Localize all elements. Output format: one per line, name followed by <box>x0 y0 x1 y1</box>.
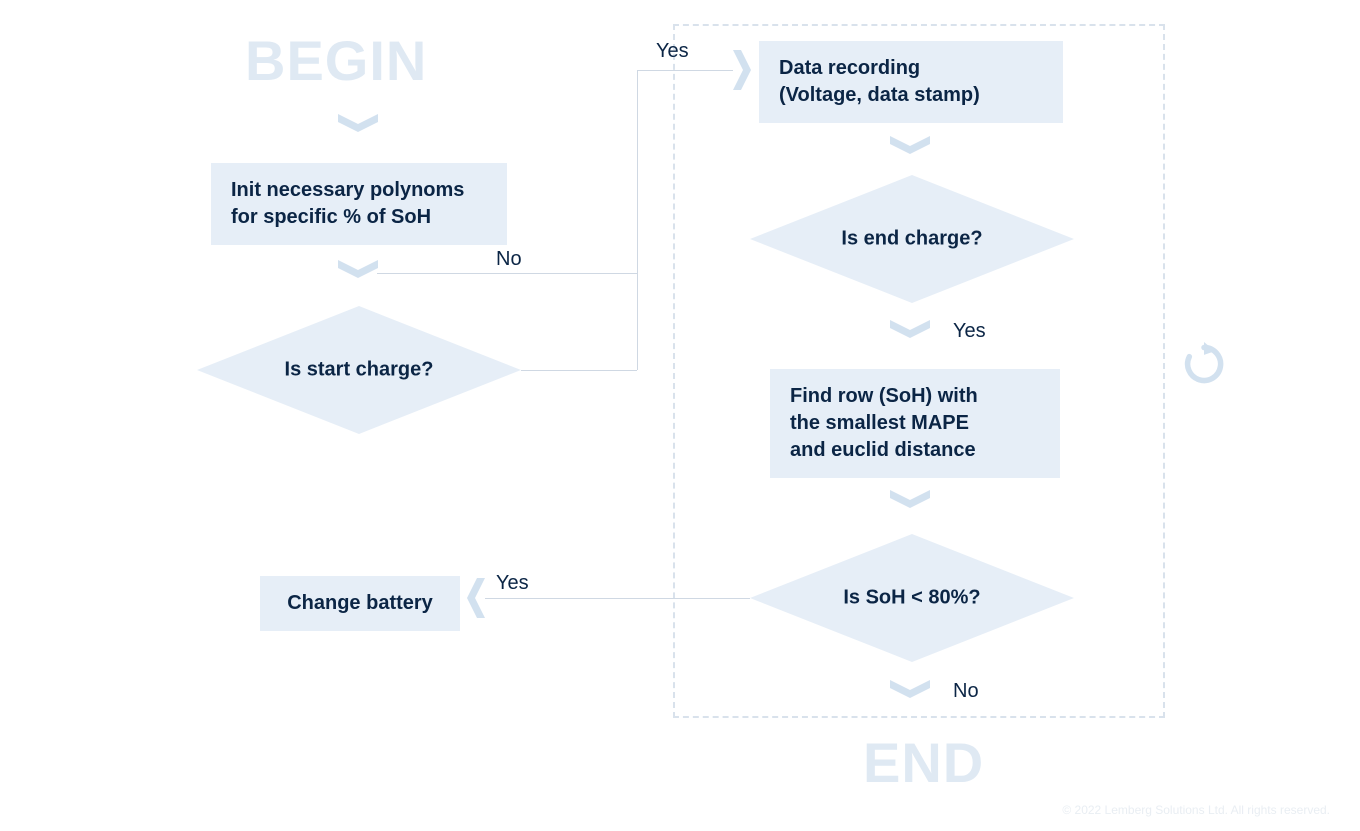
edge-label-start-yes: Yes <box>656 40 689 63</box>
connector-line <box>637 70 733 71</box>
connector-line <box>637 70 638 370</box>
node-change-battery-text: Change battery <box>287 590 433 617</box>
node-is-start-charge: Is start charge? <box>197 306 521 434</box>
begin-label: BEGIN <box>245 28 427 93</box>
node-find-row: Find row (SoH) withthe smallest MAPEand … <box>770 369 1060 478</box>
flow-arrow-icon <box>338 260 378 278</box>
copyright-text: © 2022 Lemberg Solutions Ltd. All rights… <box>1062 803 1330 817</box>
loop-icon <box>1182 342 1226 391</box>
node-init-polynoms-text: Init necessary polynomsfor specific % of… <box>231 179 464 228</box>
loop-arrow-icon <box>1182 342 1226 386</box>
flow-arrow-icon <box>467 578 485 618</box>
node-is-end-charge: Is end charge? <box>750 175 1074 303</box>
node-data-recording: Data recording(Voltage, data stamp) <box>759 41 1063 123</box>
edge-label-soh-no: No <box>953 680 979 703</box>
connector-line <box>521 370 637 371</box>
node-is-soh-lt-80-text: Is SoH < 80%? <box>750 587 1074 610</box>
flow-arrow-icon <box>890 680 930 698</box>
flow-arrow-icon <box>338 114 378 132</box>
connector-line <box>485 598 750 599</box>
flow-arrow-icon <box>733 50 751 90</box>
node-is-start-charge-text: Is start charge? <box>197 359 521 382</box>
flow-arrow-icon <box>890 490 930 508</box>
node-is-soh-lt-80: Is SoH < 80%? <box>750 534 1074 662</box>
connector-line <box>377 273 637 274</box>
node-init-polynoms: Init necessary polynomsfor specific % of… <box>211 163 507 245</box>
node-change-battery: Change battery <box>260 576 460 631</box>
flow-arrow-icon <box>890 136 930 154</box>
edge-label-start-no: No <box>496 248 522 271</box>
flow-arrow-icon <box>890 320 930 338</box>
edge-label-end-yes: Yes <box>953 320 986 343</box>
end-label: END <box>863 730 984 795</box>
node-data-recording-text: Data recording(Voltage, data stamp) <box>779 57 980 106</box>
node-find-row-text: Find row (SoH) withthe smallest MAPEand … <box>790 385 978 461</box>
node-is-end-charge-text: Is end charge? <box>750 228 1074 251</box>
edge-label-soh-yes: Yes <box>496 572 529 595</box>
